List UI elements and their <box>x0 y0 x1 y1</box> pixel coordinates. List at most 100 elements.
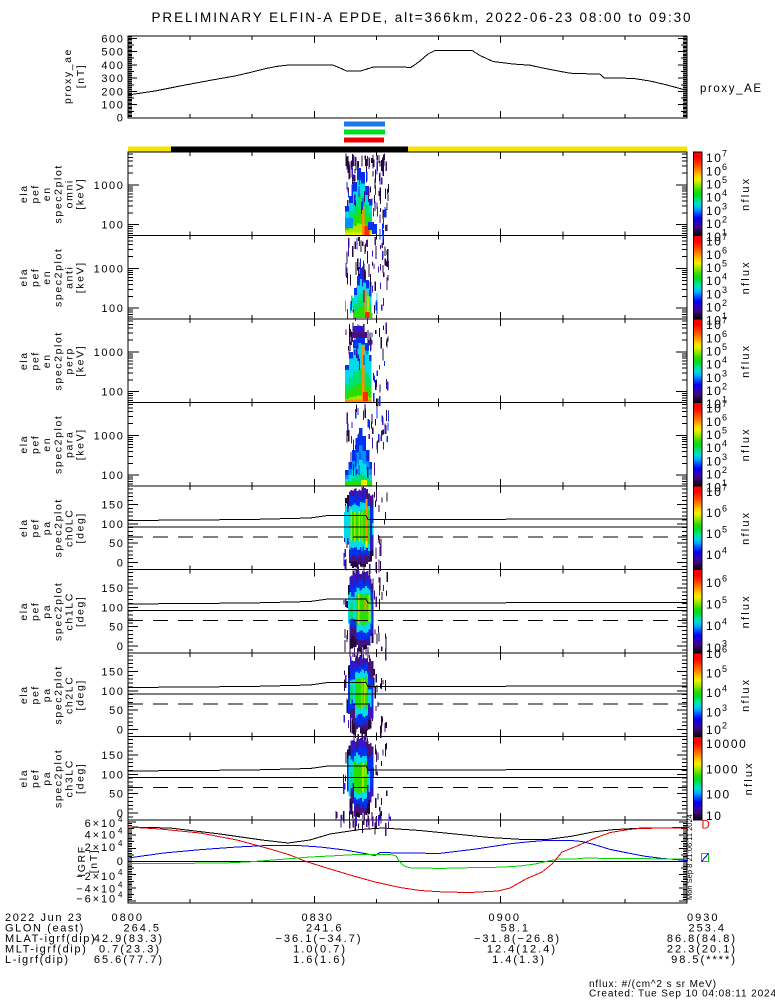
svg-text:[deg]: [deg] <box>75 596 87 627</box>
svg-text:6: 6 <box>722 162 729 172</box>
svg-text:150: 150 <box>101 499 124 511</box>
svg-text:[keV]: [keV] <box>75 261 87 293</box>
svg-text:98.5(****): 98.5(****) <box>671 954 737 966</box>
svg-text:50: 50 <box>109 789 124 801</box>
svg-text:pef: pef <box>30 685 42 704</box>
svg-text:nflux: nflux <box>740 594 752 628</box>
svg-text:pa: pa <box>41 687 53 702</box>
svg-text:10: 10 <box>706 548 723 562</box>
svg-text:ch1LC: ch1LC <box>64 592 76 630</box>
svg-text:10: 10 <box>706 248 723 262</box>
svg-text:nflux: #/(cm^2 s sr MeV): nflux: #/(cm^2 s sr MeV) <box>589 979 717 990</box>
svg-text:10: 10 <box>706 164 723 178</box>
svg-text:1000: 1000 <box>94 264 125 276</box>
svg-text:Created: Tue Sep 10 04:08:11 2: Created: Tue Sep 10 04:08:11 2024 <box>589 989 775 1000</box>
svg-text:10: 10 <box>706 485 723 499</box>
svg-text:6: 6 <box>722 645 729 655</box>
svg-text:2: 2 <box>722 465 729 475</box>
svg-text:10: 10 <box>706 235 723 249</box>
svg-text:1000: 1000 <box>94 347 125 359</box>
svg-text:0900: 0900 <box>489 912 521 924</box>
svg-text:ela: ela <box>18 602 30 621</box>
svg-text:pa: pa <box>41 771 53 786</box>
svg-text:[deg]: [deg] <box>75 763 87 794</box>
svg-text:L-igrf(dip): L-igrf(dip) <box>5 954 70 966</box>
svg-text:nflux: nflux <box>740 260 752 294</box>
svg-text:10: 10 <box>706 318 723 332</box>
svg-text:58.1: 58.1 <box>501 923 530 935</box>
svg-text:en: en <box>41 437 53 452</box>
svg-text:GLON (east): GLON (east) <box>5 923 85 935</box>
svg-text:1: 1 <box>722 478 729 488</box>
svg-text:ela: ela <box>18 435 30 454</box>
svg-text:3: 3 <box>722 452 729 462</box>
svg-text:2: 2 <box>722 381 729 391</box>
svg-text:0: 0 <box>117 558 125 570</box>
svg-text:0: 0 <box>117 856 125 868</box>
svg-text:7: 7 <box>722 232 729 242</box>
svg-text:7: 7 <box>722 483 729 493</box>
svg-text:−4×10: −4×10 <box>76 884 117 896</box>
svg-text:4×10: 4×10 <box>85 830 117 842</box>
svg-text:4: 4 <box>118 827 124 836</box>
svg-text:ela: ela <box>18 351 30 370</box>
svg-text:100: 100 <box>101 602 124 614</box>
svg-text:6×10: 6×10 <box>85 818 117 830</box>
svg-text:−6×10: −6×10 <box>76 894 117 906</box>
svg-text:en: en <box>41 270 53 285</box>
svg-text:pa: pa <box>41 520 53 535</box>
svg-text:10: 10 <box>706 217 723 231</box>
svg-text:1.4(1.3): 1.4(1.3) <box>492 954 546 966</box>
svg-text:10: 10 <box>706 345 723 359</box>
svg-text:150: 150 <box>101 583 124 595</box>
svg-text:10: 10 <box>706 151 723 165</box>
svg-text:1: 1 <box>722 395 729 405</box>
svg-text:1000: 1000 <box>94 431 125 443</box>
svg-text:[deg]: [deg] <box>75 679 87 710</box>
svg-text:ch2LC: ch2LC <box>64 676 76 714</box>
svg-text:42.9(83.3): 42.9(83.3) <box>94 933 164 945</box>
svg-text:0: 0 <box>117 808 125 820</box>
svg-text:6: 6 <box>722 574 729 584</box>
svg-text:10: 10 <box>706 384 723 398</box>
svg-text:10: 10 <box>706 358 723 372</box>
svg-text:proxy_AE: proxy_AE <box>700 83 763 95</box>
svg-text:0: 0 <box>117 725 125 737</box>
svg-text:200: 200 <box>101 86 124 98</box>
svg-text:1.6(1.6): 1.6(1.6) <box>293 954 347 966</box>
svg-text:spec2plot: spec2plot <box>53 582 65 641</box>
svg-text:−36.1(−34.7): −36.1(−34.7) <box>276 933 363 945</box>
svg-text:4: 4 <box>722 684 729 694</box>
svg-text:10: 10 <box>706 647 723 661</box>
svg-text:omni: omni <box>64 179 76 208</box>
svg-text:10: 10 <box>706 314 723 328</box>
svg-text:5: 5 <box>722 426 729 436</box>
svg-text:MLAT-igrf(dip): MLAT-igrf(dip) <box>5 933 96 945</box>
svg-text:10: 10 <box>706 506 723 520</box>
svg-text:10: 10 <box>706 598 723 612</box>
svg-text:pef: pef <box>30 184 42 203</box>
svg-text:5: 5 <box>722 664 729 674</box>
svg-text:2: 2 <box>722 298 729 308</box>
svg-text:150: 150 <box>101 750 124 762</box>
svg-text:100: 100 <box>101 387 124 399</box>
svg-text:PRELIMINARY ELFIN-A EPDE, alt=: PRELIMINARY ELFIN-A EPDE, alt=366km, 202… <box>152 10 693 25</box>
svg-text:5: 5 <box>722 525 729 535</box>
svg-text:pef: pef <box>30 518 42 537</box>
svg-text:pef: pef <box>30 602 42 621</box>
svg-text:anti: anti <box>64 266 76 289</box>
svg-text:ela: ela <box>18 268 30 287</box>
svg-text:3: 3 <box>722 638 729 648</box>
svg-text:[deg]: [deg] <box>75 512 87 543</box>
svg-text:264.5: 264.5 <box>123 923 161 935</box>
svg-text:−2×10: −2×10 <box>76 871 117 883</box>
svg-text:10: 10 <box>706 261 723 275</box>
svg-text:ela: ela <box>18 184 30 203</box>
svg-text:12.4(12.4): 12.4(12.4) <box>487 944 557 956</box>
svg-text:600: 600 <box>101 33 124 45</box>
svg-text:pef: pef <box>30 268 42 287</box>
svg-text:50: 50 <box>109 538 124 550</box>
svg-text:nflux: nflux <box>740 344 752 378</box>
svg-text:10: 10 <box>706 230 723 244</box>
svg-text:100: 100 <box>706 788 731 802</box>
